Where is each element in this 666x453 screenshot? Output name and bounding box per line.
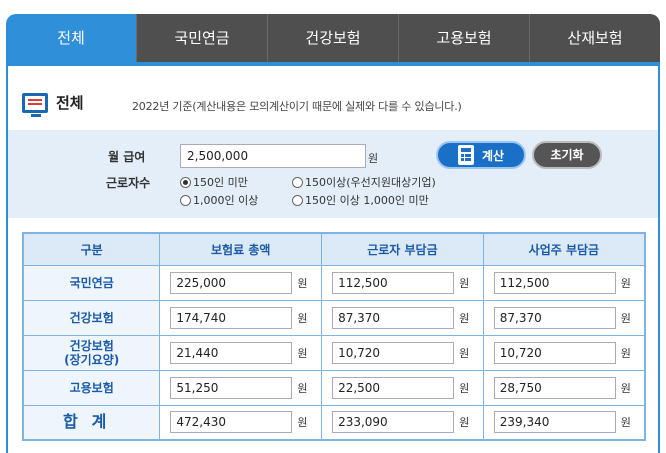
tab-bar: 전체 국민연금 건강보험 고용보험 산재보험 (6, 14, 660, 62)
calculate-button-label: 계산 (481, 148, 505, 163)
unit-label: 원 (459, 381, 470, 395)
unit-label: 원 (620, 346, 631, 360)
total-premium-field[interactable]: 21,440 (170, 341, 293, 364)
salary-label: 월 급여 (108, 150, 146, 164)
row-label: 국민연금 (22, 264, 161, 301)
unit-label: 원 (459, 416, 470, 430)
radio-1000-over[interactable]: 1,000인 이상 (180, 192, 258, 208)
employer-share-field[interactable]: 239,340 (493, 411, 616, 434)
base-year-note: 2022년 기준(계산내용은 모의계산이기 때문에 실제와 다를 수 있습니다.… (132, 100, 462, 113)
employer-share-field[interactable]: 87,370 (493, 306, 616, 329)
unit-label: 원 (297, 416, 308, 430)
radio-dot (180, 194, 191, 206)
unit-label: 원 (459, 276, 470, 290)
unit-label: 원 (297, 276, 308, 290)
calculator-icon (457, 145, 474, 165)
row-label-sub: (장기요양) (64, 352, 120, 367)
total-row-label: 합계 (22, 404, 161, 441)
row-label: 고용보험 (22, 369, 161, 406)
worker-share-field[interactable]: 233,090 (332, 411, 455, 434)
radio-label: 150인 이상 1,000인 미만 (305, 194, 429, 207)
total-premium-field[interactable]: 174,740 (170, 306, 293, 329)
premium-table: 구분 보험료 총액 근로자 부담금 사업주 부담금 국민연금 225,000 원 … (22, 232, 646, 441)
radio-150-priority[interactable]: 150이상(우선지원대상기업) (292, 174, 436, 190)
worker-share-field[interactable]: 10,720 (332, 341, 455, 364)
total-premium-field[interactable]: 51,250 (170, 376, 293, 399)
employer-share-field[interactable]: 28,750 (493, 376, 616, 399)
table-row: 건강보험 174,740 원 87,370 원 87,370 원 (22, 299, 646, 336)
workers-label: 근로자수 (106, 176, 151, 190)
unit-label: 원 (297, 346, 308, 360)
radio-label: 150이상(우선지원대상기업) (305, 176, 436, 189)
worker-share-field[interactable]: 87,370 (332, 306, 455, 329)
radio-dot (292, 194, 303, 206)
calculator-panel: 전체 2022년 기준(계산내용은 모의계산이기 때문에 실제와 다를 수 있습… (6, 62, 660, 453)
radio-dot (292, 176, 303, 188)
tab-industrial-accident-insurance[interactable]: 산재보험 (529, 14, 660, 62)
row-label-main: 건강보험 (69, 338, 114, 353)
total-premium-field[interactable]: 472,430 (170, 411, 293, 434)
column-header: 사업주 부담금 (482, 232, 646, 266)
unit-label: 원 (459, 311, 470, 325)
panel-title: 전체 (56, 94, 84, 112)
worker-share-field[interactable]: 112,500 (332, 271, 455, 294)
monitor-icon (22, 92, 48, 117)
column-header: 근로자 부담금 (321, 232, 484, 266)
unit-label: 원 (297, 311, 308, 325)
unit-label: 원 (620, 311, 631, 325)
calculate-button[interactable]: 계산 (436, 141, 526, 169)
unit-label: 원 (297, 381, 308, 395)
radio-label: 1,000인 이상 (193, 194, 259, 207)
panel-heading: 전체 (22, 92, 84, 117)
table-row: 건강보험 (장기요양) 21,440 원 10,720 원 10,720 원 (22, 334, 646, 371)
total-premium-field[interactable]: 225,000 (170, 271, 293, 294)
table-total-row: 합계 472,430 원 233,090 원 239,340 원 (22, 404, 646, 441)
input-form: 월 급여 원 계산 초기화 근로자수 150인 미만 150이상(우선지원대상기… (8, 130, 658, 218)
radio-label: 150인 미만 (193, 176, 248, 189)
table-row: 국민연금 225,000 원 112,500 원 112,500 원 (22, 264, 646, 301)
tab-health-insurance[interactable]: 건강보험 (267, 14, 398, 62)
salary-input[interactable] (180, 144, 366, 168)
row-label: 건강보험 (22, 299, 161, 336)
unit-label: 원 (620, 381, 631, 395)
row-label: 건강보험 (장기요양) (22, 334, 161, 371)
column-header: 구분 (22, 232, 161, 266)
table-header-row: 구분 보험료 총액 근로자 부담금 사업주 부담금 (22, 232, 646, 266)
unit-label: 원 (620, 276, 631, 290)
employer-share-field[interactable]: 112,500 (493, 271, 616, 294)
tab-all[interactable]: 전체 (6, 14, 136, 62)
radio-150-to-1000[interactable]: 150인 이상 1,000인 미만 (292, 192, 429, 208)
worker-share-field[interactable]: 22,500 (332, 376, 455, 399)
table-row: 고용보험 51,250 원 22,500 원 28,750 원 (22, 369, 646, 406)
tab-employment-insurance[interactable]: 고용보험 (398, 14, 529, 62)
tab-national-pension[interactable]: 국민연금 (136, 14, 267, 62)
column-header: 보험료 총액 (159, 232, 323, 266)
salary-unit: 원 (368, 152, 379, 165)
reset-button[interactable]: 초기화 (532, 141, 602, 169)
radio-dot (180, 176, 191, 188)
radio-under-150[interactable]: 150인 미만 (180, 174, 248, 190)
unit-label: 원 (620, 416, 631, 430)
employer-share-field[interactable]: 10,720 (493, 341, 616, 364)
unit-label: 원 (459, 346, 470, 360)
